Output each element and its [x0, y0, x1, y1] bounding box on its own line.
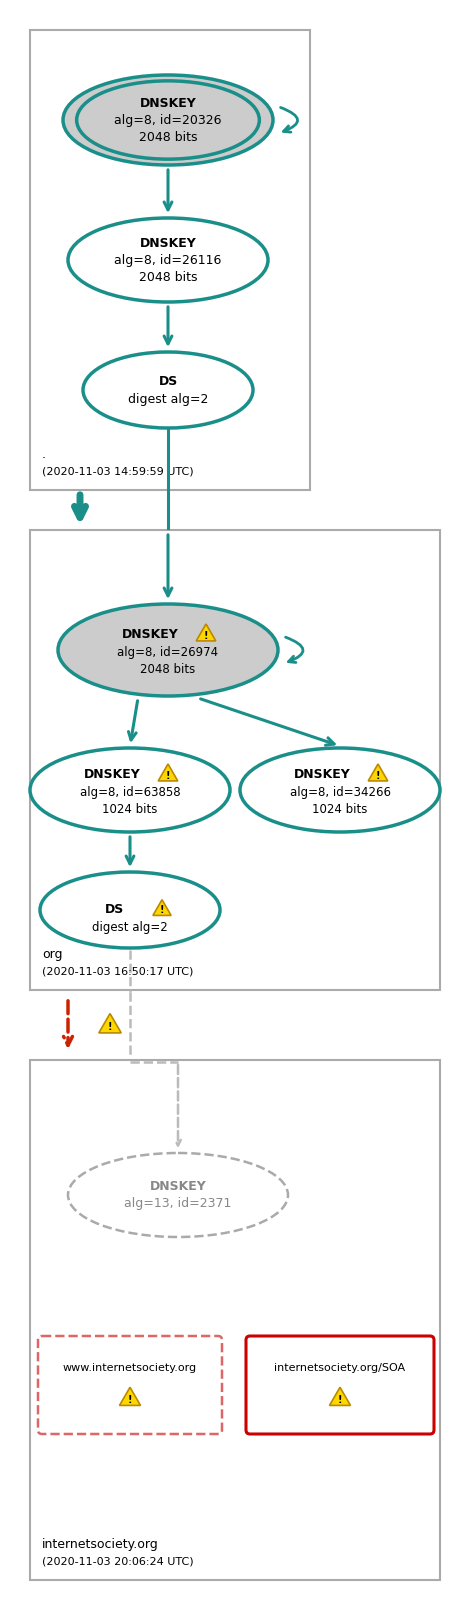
Text: 2048 bits: 2048 bits — [139, 130, 197, 143]
Ellipse shape — [68, 217, 268, 302]
Text: DNSKEY: DNSKEY — [150, 1179, 206, 1192]
Text: DNSKEY: DNSKEY — [84, 767, 140, 780]
Text: 2048 bits: 2048 bits — [139, 270, 197, 283]
Polygon shape — [153, 899, 171, 916]
Text: internetsociety.org/SOA: internetsociety.org/SOA — [274, 1363, 405, 1372]
Text: !: ! — [108, 1022, 112, 1031]
FancyArrowPatch shape — [280, 108, 298, 132]
Text: alg=8, id=26974: alg=8, id=26974 — [118, 645, 219, 658]
Text: alg=8, id=20326: alg=8, id=20326 — [114, 114, 222, 127]
Ellipse shape — [40, 872, 220, 948]
Text: digest alg=2: digest alg=2 — [92, 920, 168, 933]
Text: internetsociety.org: internetsociety.org — [42, 1538, 159, 1551]
FancyBboxPatch shape — [246, 1335, 434, 1434]
Text: DS: DS — [104, 903, 124, 916]
Text: 1024 bits: 1024 bits — [312, 803, 368, 816]
Text: DNSKEY: DNSKEY — [122, 628, 178, 640]
Text: 1024 bits: 1024 bits — [102, 803, 158, 816]
Text: DNSKEY: DNSKEY — [140, 237, 196, 249]
Text: DNSKEY: DNSKEY — [140, 97, 196, 109]
Text: org: org — [42, 948, 62, 961]
Text: 2048 bits: 2048 bits — [140, 663, 195, 676]
Text: alg=8, id=34266: alg=8, id=34266 — [289, 785, 390, 798]
Text: DNSKEY: DNSKEY — [294, 767, 350, 780]
Polygon shape — [196, 624, 216, 640]
Text: (2020-11-03 14:59:59 UTC): (2020-11-03 14:59:59 UTC) — [42, 467, 194, 476]
Text: alg=13, id=2371: alg=13, id=2371 — [124, 1197, 232, 1210]
Text: !: ! — [376, 771, 380, 780]
Text: alg=8, id=26116: alg=8, id=26116 — [114, 254, 222, 267]
Ellipse shape — [240, 748, 440, 832]
Text: !: ! — [338, 1395, 342, 1405]
Polygon shape — [158, 764, 178, 780]
FancyArrowPatch shape — [286, 637, 303, 663]
Text: www.internetsociety.org: www.internetsociety.org — [63, 1363, 197, 1372]
Polygon shape — [368, 764, 388, 780]
Text: !: ! — [166, 771, 170, 780]
Text: DS: DS — [159, 375, 177, 388]
Polygon shape — [99, 1014, 121, 1033]
Text: !: ! — [160, 906, 164, 916]
Polygon shape — [329, 1387, 351, 1405]
Ellipse shape — [63, 76, 273, 166]
Ellipse shape — [83, 352, 253, 428]
FancyBboxPatch shape — [30, 529, 440, 990]
Ellipse shape — [68, 1154, 288, 1237]
Text: digest alg=2: digest alg=2 — [128, 393, 208, 405]
Ellipse shape — [76, 80, 259, 159]
FancyBboxPatch shape — [30, 31, 310, 491]
Text: (2020-11-03 20:06:24 UTC): (2020-11-03 20:06:24 UTC) — [42, 1556, 194, 1566]
FancyBboxPatch shape — [30, 1060, 440, 1580]
Text: (2020-11-03 16:50:17 UTC): (2020-11-03 16:50:17 UTC) — [42, 965, 194, 977]
Ellipse shape — [30, 748, 230, 832]
Text: !: ! — [204, 631, 208, 640]
Text: !: ! — [128, 1395, 132, 1405]
FancyBboxPatch shape — [38, 1335, 222, 1434]
Text: alg=8, id=63858: alg=8, id=63858 — [80, 785, 180, 798]
Text: .: . — [42, 447, 46, 462]
Ellipse shape — [58, 603, 278, 697]
Polygon shape — [119, 1387, 141, 1405]
